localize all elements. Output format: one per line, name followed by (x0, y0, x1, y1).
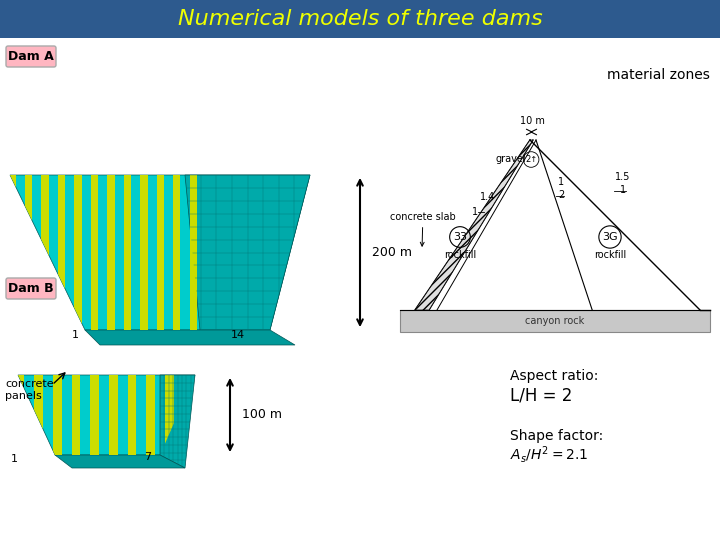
Bar (156, 170, 164, 350)
Text: 1.4: 1.4 (480, 192, 495, 202)
Text: concrete slab: concrete slab (390, 212, 456, 246)
Bar (140, 170, 148, 350)
Text: 2: 2 (558, 190, 564, 200)
Bar (91, 170, 98, 350)
Text: 1: 1 (620, 185, 626, 195)
Text: 3G: 3G (602, 232, 618, 242)
Polygon shape (415, 140, 533, 310)
Text: 100 m: 100 m (242, 408, 282, 422)
Polygon shape (10, 175, 310, 330)
Text: 1: 1 (11, 454, 17, 464)
Polygon shape (185, 175, 310, 330)
FancyBboxPatch shape (6, 278, 56, 299)
Bar (189, 170, 197, 350)
Text: Shape factor:: Shape factor: (510, 429, 603, 443)
Text: 2↑: 2↑ (525, 155, 537, 164)
Text: 1: 1 (71, 330, 78, 340)
Text: rockfill: rockfill (444, 250, 476, 260)
Bar (9, 170, 16, 350)
Bar (41, 170, 49, 350)
Bar (53, 370, 61, 470)
Text: 200 m: 200 m (372, 246, 412, 259)
Polygon shape (85, 330, 295, 345)
Text: 1: 1 (472, 207, 478, 217)
Bar (400, 310, 710, 332)
Bar (16, 370, 24, 470)
Bar (74, 170, 81, 350)
Text: L/H = 2: L/H = 2 (510, 386, 572, 404)
Bar (165, 370, 174, 470)
Text: Numerical models of three dams: Numerical models of three dams (178, 9, 542, 29)
Bar (109, 370, 117, 470)
Text: Dam A: Dam A (8, 50, 54, 63)
Bar (128, 370, 136, 470)
Text: Aspect ratio:: Aspect ratio: (510, 369, 598, 383)
Text: material zones: material zones (607, 68, 710, 82)
Polygon shape (55, 455, 185, 468)
Bar (91, 370, 99, 470)
Text: 7: 7 (145, 452, 152, 462)
Bar (124, 170, 131, 350)
Text: 10 m: 10 m (520, 116, 544, 126)
Text: 1.5: 1.5 (615, 172, 631, 182)
Text: 14: 14 (231, 330, 245, 340)
Bar (24, 170, 32, 350)
Bar (35, 370, 43, 470)
Bar (58, 170, 65, 350)
Text: rockfill: rockfill (594, 250, 626, 260)
Text: concrete
panels: concrete panels (5, 379, 53, 401)
Text: gravel: gravel (495, 154, 526, 164)
Polygon shape (18, 375, 195, 455)
Bar (107, 170, 114, 350)
Text: Dam B: Dam B (8, 281, 54, 294)
Text: 1: 1 (558, 177, 564, 187)
Text: 33: 33 (453, 232, 467, 242)
Bar (146, 370, 155, 470)
Text: canyon rock: canyon rock (526, 316, 585, 326)
Polygon shape (160, 375, 195, 468)
Bar (72, 370, 80, 470)
FancyBboxPatch shape (0, 0, 720, 38)
Text: $A_s/H^2 = 2.1$: $A_s/H^2 = 2.1$ (510, 444, 588, 465)
FancyBboxPatch shape (6, 46, 56, 67)
Bar (173, 170, 181, 350)
